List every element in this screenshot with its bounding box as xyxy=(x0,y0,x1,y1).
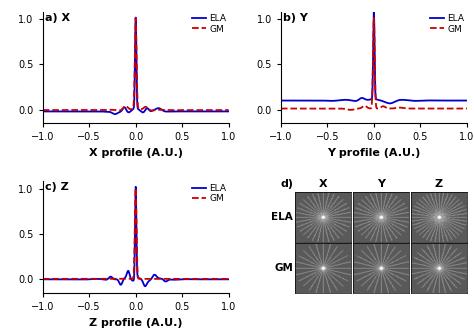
X-axis label: X profile (A.U.): X profile (A.U.) xyxy=(89,148,182,158)
Text: Y: Y xyxy=(377,179,385,189)
ELA xyxy=(357,97,363,101)
ELA xyxy=(461,99,466,103)
ELA xyxy=(119,108,125,112)
GM xyxy=(202,108,208,112)
Line: ELA: ELA xyxy=(43,187,229,286)
ELA xyxy=(371,7,377,11)
GM xyxy=(461,107,466,111)
GM xyxy=(72,277,78,281)
ELA xyxy=(61,277,67,281)
ELA xyxy=(222,110,228,114)
Legend: ELA, GM: ELA, GM xyxy=(191,183,227,204)
Legend: ELA, GM: ELA, GM xyxy=(429,13,465,34)
GM xyxy=(149,109,155,113)
Line: GM: GM xyxy=(281,18,467,110)
Line: GM: GM xyxy=(43,188,229,279)
GM xyxy=(40,277,46,281)
Text: a) X: a) X xyxy=(45,13,70,23)
GM xyxy=(222,108,228,112)
ELA xyxy=(226,110,232,114)
ELA xyxy=(226,277,232,281)
GM xyxy=(119,107,125,111)
GM xyxy=(226,108,232,112)
Text: b) Y: b) Y xyxy=(283,13,308,23)
Text: X: X xyxy=(319,179,328,189)
Text: d): d) xyxy=(281,179,294,189)
GM xyxy=(357,106,363,110)
X-axis label: Z profile (A.U.): Z profile (A.U.) xyxy=(89,317,182,327)
GM xyxy=(111,108,117,112)
Line: ELA: ELA xyxy=(43,18,229,114)
ELA xyxy=(112,112,118,116)
GM xyxy=(72,108,78,112)
ELA xyxy=(202,277,208,281)
ELA xyxy=(349,99,355,103)
ELA xyxy=(61,110,67,114)
ELA xyxy=(133,16,138,20)
ELA xyxy=(299,99,305,103)
GM xyxy=(440,107,446,111)
Text: Z: Z xyxy=(435,179,443,189)
GM xyxy=(299,107,305,111)
GM xyxy=(464,107,470,111)
X-axis label: Y profile (A.U.): Y profile (A.U.) xyxy=(327,148,420,158)
ELA xyxy=(387,101,392,105)
ELA xyxy=(142,284,148,288)
ELA xyxy=(40,110,46,114)
ELA xyxy=(222,277,228,281)
ELA xyxy=(72,277,78,281)
Line: ELA: ELA xyxy=(281,9,467,103)
GM xyxy=(278,107,283,111)
GM xyxy=(111,277,117,281)
GM xyxy=(133,186,138,190)
GM xyxy=(310,107,316,111)
GM xyxy=(119,277,125,281)
Legend: ELA, GM: ELA, GM xyxy=(191,13,227,34)
ELA xyxy=(119,281,125,285)
GM xyxy=(61,277,67,281)
GM xyxy=(202,277,208,281)
GM xyxy=(226,277,232,281)
Text: ELA: ELA xyxy=(271,212,293,222)
ELA xyxy=(133,185,138,189)
GM xyxy=(61,108,67,112)
ELA xyxy=(278,99,283,103)
GM xyxy=(349,108,355,112)
Text: c) Z: c) Z xyxy=(45,182,68,192)
GM xyxy=(371,16,377,20)
GM xyxy=(133,16,138,20)
ELA xyxy=(111,112,117,116)
Line: GM: GM xyxy=(43,18,229,111)
ELA xyxy=(464,99,470,103)
ELA xyxy=(440,99,446,103)
ELA xyxy=(72,110,78,114)
GM xyxy=(348,108,354,112)
ELA xyxy=(40,277,46,281)
ELA xyxy=(202,110,208,114)
ELA xyxy=(111,277,117,281)
GM xyxy=(40,108,46,112)
GM xyxy=(222,277,228,281)
ELA xyxy=(310,99,316,103)
Text: GM: GM xyxy=(274,263,293,273)
